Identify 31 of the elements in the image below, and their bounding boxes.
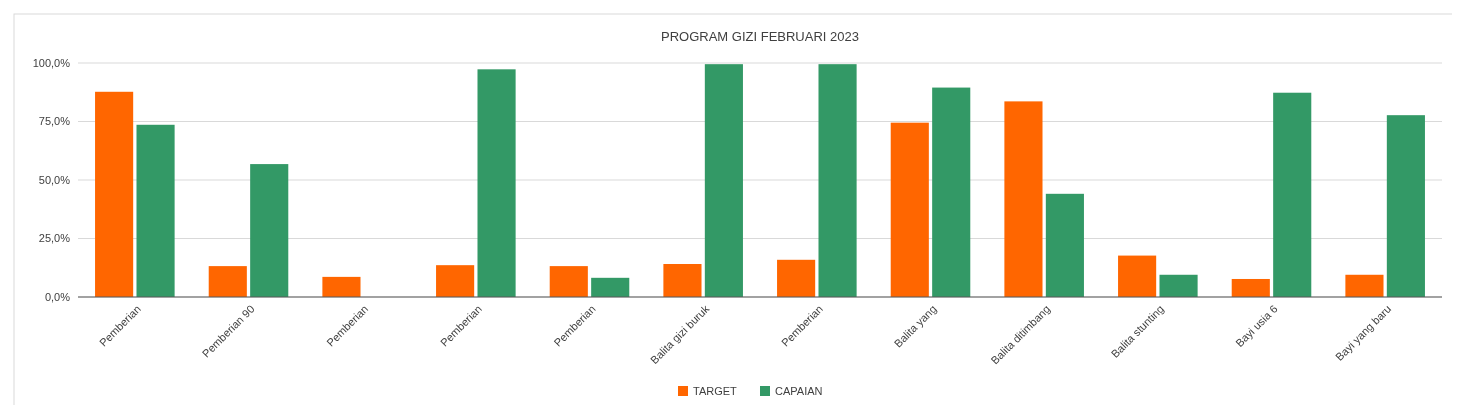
legend-label: TARGET (693, 384, 738, 397)
bar (932, 87, 971, 297)
bar (95, 91, 134, 297)
bar (663, 264, 702, 297)
y-tick-label: 75,0% (38, 115, 71, 128)
bar (890, 122, 929, 297)
legend-label: CAPAIAN (775, 384, 823, 397)
bar (477, 69, 516, 297)
bar (250, 164, 289, 297)
bar (549, 266, 588, 297)
bar (777, 259, 816, 297)
bar (1118, 255, 1157, 297)
bar (1004, 101, 1043, 297)
bar (818, 64, 857, 297)
bar (591, 277, 630, 297)
y-tick-label: 25,0% (38, 232, 71, 245)
bar (1273, 92, 1312, 297)
bar (1045, 193, 1084, 297)
y-tick-label: 100,0% (32, 56, 71, 69)
bar (704, 64, 743, 297)
bar (436, 265, 475, 297)
chart-title: PROGRAM GIZI FEBRUARI 2023 (661, 29, 859, 44)
bar (1159, 274, 1198, 297)
bar (1386, 115, 1425, 297)
bar (208, 266, 247, 297)
bar (1345, 274, 1384, 297)
bar (136, 124, 175, 297)
bar (322, 276, 361, 297)
y-tick-label: 50,0% (38, 173, 71, 186)
y-tick-label: 0,0% (44, 290, 71, 303)
bar (1231, 278, 1270, 297)
